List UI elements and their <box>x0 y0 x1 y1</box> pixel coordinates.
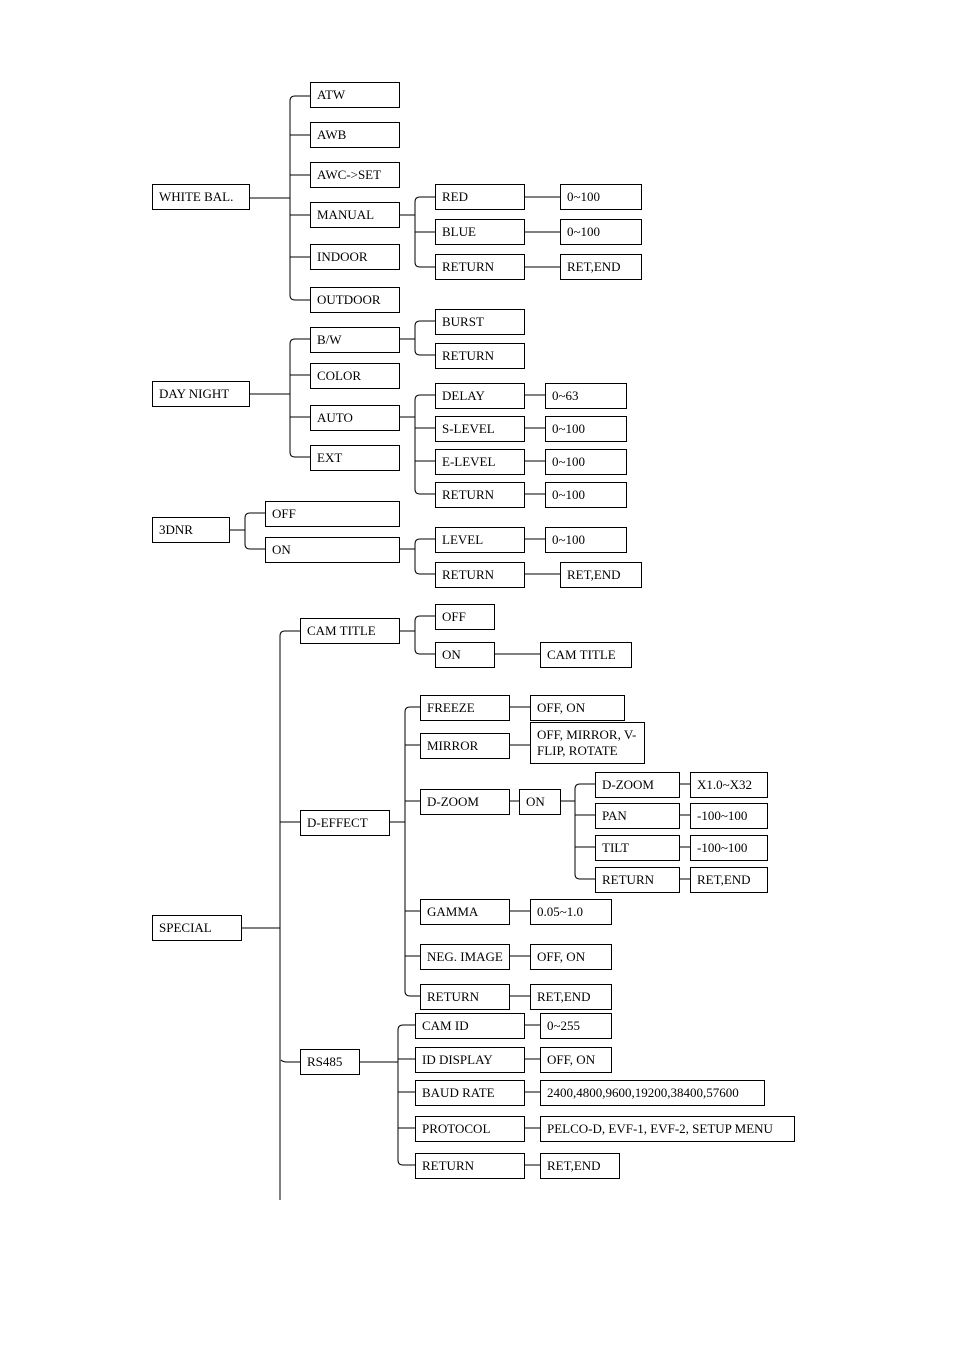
value-cam-id: 0~255 <box>540 1013 612 1039</box>
value-neg-image: OFF, ON <box>530 944 612 970</box>
value-level: 0~100 <box>545 527 627 553</box>
node-gamma: GAMMA <box>420 899 510 925</box>
node-cam-title: CAM TITLE <box>300 618 400 644</box>
value-dz-tilt: -100~100 <box>690 835 768 861</box>
node-rs485-return: RETURN <box>415 1153 525 1179</box>
node-s-level: S-LEVEL <box>435 416 525 442</box>
value-wb-return: RET,END <box>560 254 642 280</box>
node-red: RED <box>435 184 525 210</box>
node-protocol: PROTOCOL <box>415 1116 525 1142</box>
node-dz-return: RETURN <box>595 867 680 893</box>
menu-tree: WHITE BAL. ATW AWB AWC->SET MANUAL INDOO… <box>0 0 954 1350</box>
node-de-return: RETURN <box>420 984 510 1010</box>
node-d-effect: D-EFFECT <box>300 810 390 836</box>
node-3dnr-off: OFF <box>265 501 400 527</box>
value-red: 0~100 <box>560 184 642 210</box>
value-delay: 0~63 <box>545 383 627 409</box>
node-rs485: RS485 <box>300 1049 360 1075</box>
node-camtitle-on: ON <box>435 642 495 668</box>
node-baud-rate: BAUD RATE <box>415 1080 525 1106</box>
node-day-night: DAY NIGHT <box>152 381 250 407</box>
value-blue: 0~100 <box>560 219 642 245</box>
node-neg-image: NEG. IMAGE <box>420 944 510 970</box>
node-3dnr-return: RETURN <box>435 562 525 588</box>
value-3dnr-return: RET,END <box>560 562 642 588</box>
node-e-level: E-LEVEL <box>435 449 525 475</box>
node-delay: DELAY <box>435 383 525 409</box>
node-camtitle-off: OFF <box>435 604 495 630</box>
node-id-display: ID DISPLAY <box>415 1047 525 1073</box>
node-ext: EXT <box>310 445 400 471</box>
value-dz-return: RET,END <box>690 867 768 893</box>
node-burst: BURST <box>435 309 525 335</box>
value-dz-dzoom: X1.0~X32 <box>690 772 768 798</box>
node-auto: AUTO <box>310 405 400 431</box>
value-mirror: OFF, MIRROR, V-FLIP, ROTATE <box>530 722 645 764</box>
node-awb: AWB <box>310 122 400 148</box>
node-wb-return: RETURN <box>435 254 525 280</box>
node-white-bal: WHITE BAL. <box>152 184 250 210</box>
value-s-level: 0~100 <box>545 416 627 442</box>
value-rs485-return: RET,END <box>540 1153 620 1179</box>
value-gamma: 0.05~1.0 <box>530 899 612 925</box>
node-bw-return: RETURN <box>435 343 525 369</box>
node-dzoom-on: ON <box>519 789 561 815</box>
value-camtitle-on: CAM TITLE <box>540 642 632 668</box>
value-dn-return: 0~100 <box>545 482 627 508</box>
node-atw: ATW <box>310 82 400 108</box>
node-freeze: FREEZE <box>420 695 510 721</box>
node-dz-tilt: TILT <box>595 835 680 861</box>
node-indoor: INDOOR <box>310 244 400 270</box>
node-blue: BLUE <box>435 219 525 245</box>
node-cam-id: CAM ID <box>415 1013 525 1039</box>
node-special: SPECIAL <box>152 915 242 941</box>
value-baud-rate: 2400,4800,9600,19200,38400,57600 <box>540 1080 765 1106</box>
value-e-level: 0~100 <box>545 449 627 475</box>
node-dzoom: D-ZOOM <box>420 789 510 815</box>
node-bw: B/W <box>310 327 400 353</box>
node-awc-set: AWC->SET <box>310 162 400 188</box>
node-dz-pan: PAN <box>595 803 680 829</box>
node-color: COLOR <box>310 363 400 389</box>
node-outdoor: OUTDOOR <box>310 287 400 313</box>
value-dz-pan: -100~100 <box>690 803 768 829</box>
node-manual: MANUAL <box>310 202 400 228</box>
node-dz-dzoom: D-ZOOM <box>595 772 680 798</box>
value-de-return: RET,END <box>530 984 612 1010</box>
value-protocol: PELCO-D, EVF-1, EVF-2, SETUP MENU <box>540 1116 795 1142</box>
node-3dnr: 3DNR <box>152 517 230 543</box>
value-id-display: OFF, ON <box>540 1047 612 1073</box>
node-level: LEVEL <box>435 527 525 553</box>
node-mirror: MIRROR <box>420 733 510 759</box>
node-dn-return: RETURN <box>435 482 525 508</box>
node-3dnr-on: ON <box>265 537 400 563</box>
value-freeze: OFF, ON <box>530 695 625 721</box>
